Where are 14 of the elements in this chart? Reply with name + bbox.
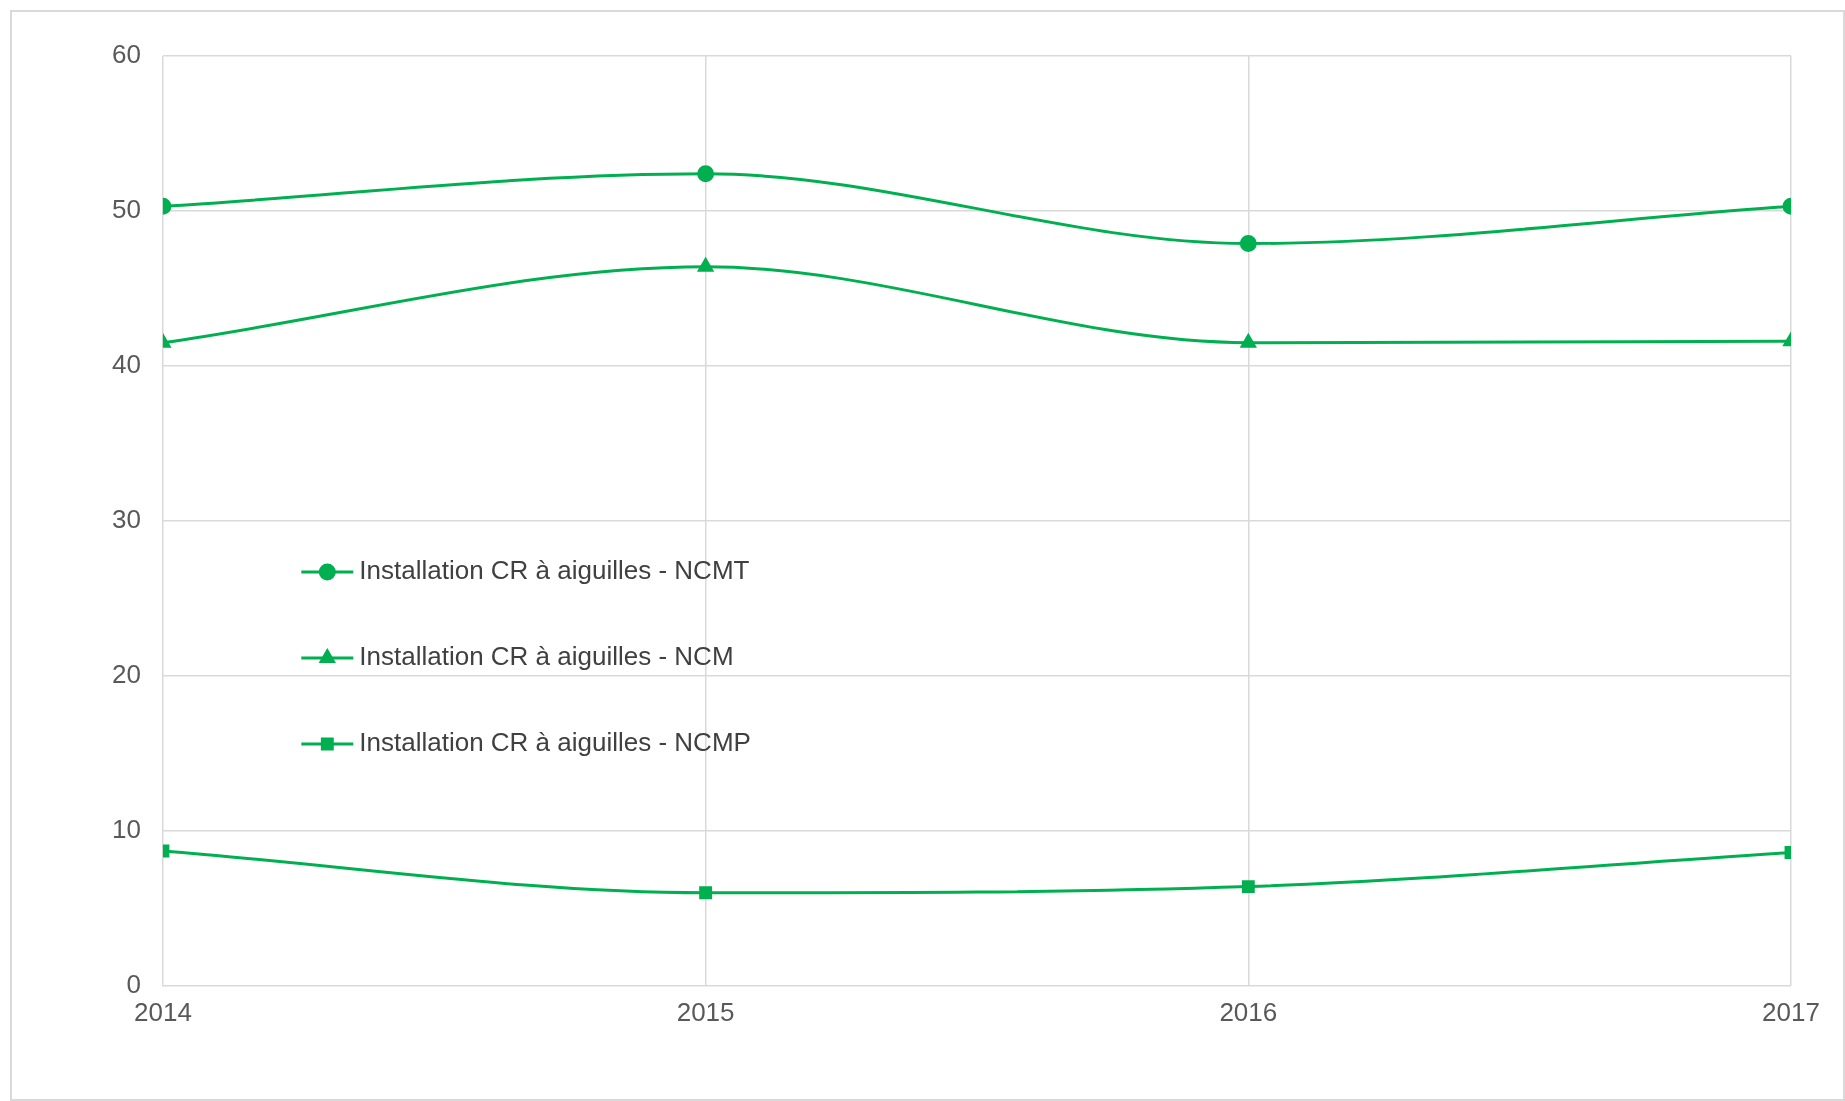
y-tick-label: 60 bbox=[112, 39, 141, 70]
y-tick-label: 0 bbox=[126, 968, 141, 999]
legend-label: Installation CR à aiguilles - NCM bbox=[359, 641, 734, 672]
legend-label: Installation CR à aiguilles - NCMT bbox=[359, 555, 750, 586]
y-tick-label: 30 bbox=[112, 504, 141, 535]
x-tick-label: 2016 bbox=[1219, 996, 1278, 1027]
y-tick-label: 10 bbox=[112, 814, 141, 845]
x-tick-label: 2017 bbox=[1762, 996, 1820, 1027]
y-tick-label: 20 bbox=[112, 659, 141, 690]
x-tick-label: 2015 bbox=[676, 996, 735, 1027]
x-tick-label: 2014 bbox=[134, 996, 192, 1027]
legend-label: Installation CR à aiguilles - NCMP bbox=[359, 727, 751, 758]
y-tick-label: 50 bbox=[112, 194, 141, 225]
y-tick-label: 40 bbox=[112, 349, 141, 380]
